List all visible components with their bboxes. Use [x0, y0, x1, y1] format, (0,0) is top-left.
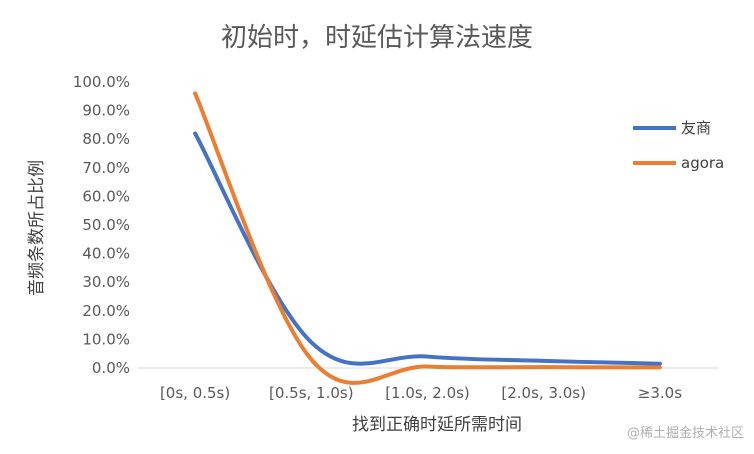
y-tick-label: 70.0%	[82, 159, 130, 177]
y-tick-label: 90.0%	[82, 102, 130, 120]
y-tick-label: 0.0%	[92, 359, 130, 377]
legend: 友商 agora	[633, 119, 724, 172]
legend-label: 友商	[681, 119, 711, 137]
y-tick-label: 50.0%	[82, 216, 130, 234]
x-axis: [0s, 0.5s) [0.5s, 1.0s) [1.0s, 2.0s) [2.0s,…	[137, 367, 718, 402]
y-tick-label: 80.0%	[82, 130, 130, 148]
y-axis-label: 音频条数所占比例	[27, 160, 47, 296]
y-tick-label: 40.0%	[82, 245, 130, 263]
x-tick-label: [0s, 0.5s)	[160, 384, 230, 402]
x-tick-label: [0.5s, 1.0s)	[269, 384, 354, 402]
x-tick-label: [2.0s, 3.0s)	[501, 384, 586, 402]
x-tick-label: ≥3.0s	[638, 384, 682, 402]
plot-area	[193, 91, 662, 385]
watermark: @稀土掘金技术社区	[627, 425, 744, 441]
y-tick-label: 100.0%	[73, 73, 130, 91]
y-tick-label: 10.0%	[82, 330, 130, 348]
y-tick-label: 60.0%	[82, 187, 130, 205]
y-axis: 0.0% 10.0% 20.0% 30.0% 40.0% 50.0% 60.0% 70.0% 8…	[73, 73, 130, 377]
series-line-0	[193, 131, 662, 366]
series-line-1	[193, 91, 662, 385]
x-axis-label: 找到正确时延所需时间	[352, 415, 522, 435]
y-tick-label: 20.0%	[82, 302, 130, 320]
y-tick-label: 30.0%	[82, 273, 130, 291]
legend-label: agora	[681, 154, 724, 172]
x-tick-label: [1.0s, 2.0s)	[385, 384, 470, 402]
chart-title: 初始时，时延估计算法速度	[221, 23, 533, 53]
